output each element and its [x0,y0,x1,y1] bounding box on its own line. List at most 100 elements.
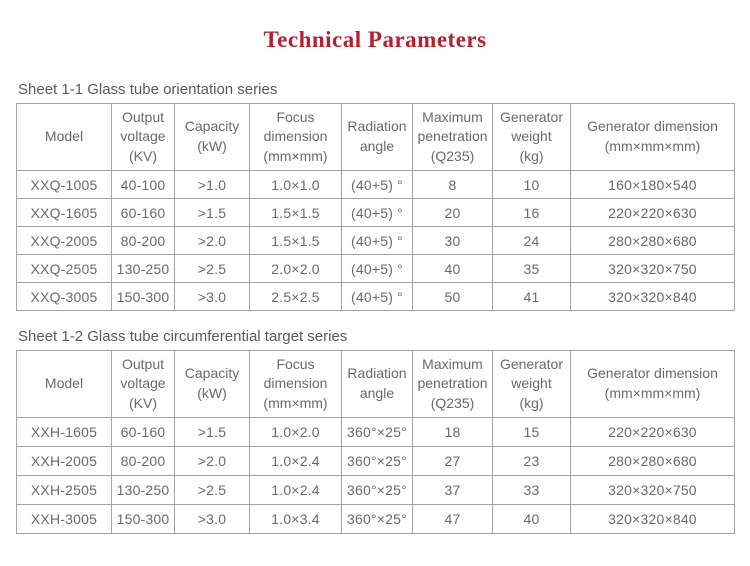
table-body: XXH-1605 60-160 >1.5 1.0×2.0 360°×25° 18 15 220… [16,417,735,534]
table-cell: 160×180×540 [570,170,735,199]
header-row: Model Output voltage (KV) Capacity (kW) Foc… [16,350,735,418]
table-cell: 220×220×630 [570,417,735,447]
table-cell: 40 [492,504,571,534]
table-cell: 280×280×680 [570,446,735,476]
page-title: Technical Parameters [263,27,487,52]
table-cell: (40+5) ° [341,226,413,255]
table-cell: 1.5×1.5 [249,226,342,255]
table-header: Model Output voltage (KV) Capacity (kW) Foc… [16,350,735,418]
table-cell: 320×320×750 [570,254,735,283]
table-cell: 130-250 [111,254,175,283]
table-row: XXH-1605 60-160 >1.5 1.0×2.0 360°×25° 18 15 220… [16,417,735,447]
table-cell: 41 [492,282,571,311]
table-cell: >2.0 [174,446,250,476]
table-cell: XXQ-2005 [16,226,112,255]
table-cell: >2.0 [174,226,250,255]
table-cell: (40+5) ° [341,282,413,311]
table-cell: XXQ-1605 [16,198,112,227]
table-cell: 18 [412,417,493,447]
column-header: Output voltage (KV) [111,350,175,418]
table-cell: 150-300 [111,282,175,311]
table-cell: 320×320×750 [570,475,735,505]
table-cell: 27 [412,446,493,476]
table-row: XXQ-2505 130-250 >2.5 2.0×2.0 (40+5) ° 40 35 32… [16,254,735,283]
table-cell: 130-250 [111,475,175,505]
table-cell: 35 [492,254,571,283]
table-row: XXH-2505 130-250 >2.5 1.0×2.4 360°×25° 37 33 32… [16,475,735,505]
column-header: Model [16,350,112,418]
table-cell: 23 [492,446,571,476]
table-cell: 40-100 [111,170,175,199]
table-cell: 360°×25° [341,446,413,476]
table-cell: 1.0×2.4 [249,475,342,505]
table-row: XXH-2005 80-200 >2.0 1.0×2.4 360°×25° 27 23 280… [16,446,735,476]
table-cell: XXH-1605 [16,417,112,447]
table-cell: 320×320×840 [570,504,735,534]
table-cell: 80-200 [111,446,175,476]
table-cell: >1.5 [174,417,250,447]
column-header: Generator dimension (mm×mm×mm) [570,103,735,171]
column-header: Output voltage (KV) [111,103,175,171]
table-cell: 2.5×2.5 [249,282,342,311]
table-cell: 37 [412,475,493,505]
column-header: Generator weight (kg) [492,103,571,171]
table-row: XXQ-2005 80-200 >2.0 1.5×1.5 (40+5) ° 30 24 280… [16,226,735,255]
table-cell: 10 [492,170,571,199]
table-cell: (40+5) ° [341,170,413,199]
table-row: XXH-3005 150-300 >3.0 1.0×3.4 360°×25° 47 40 32… [16,504,735,534]
table-cell: >3.0 [174,504,250,534]
table-cell: (40+5) ° [341,198,413,227]
table-cell: 30 [412,226,493,255]
column-header: Maximum penetration (Q235) [412,350,493,418]
table-cell: 1.0×1.0 [249,170,342,199]
table-cell: XXH-2005 [16,446,112,476]
table-cell: XXQ-2505 [16,254,112,283]
table-cell: 20 [412,198,493,227]
glass-tube-circumferential-target-series-table: Model Output voltage (KV) Capacity (kW) Foc… [16,350,735,534]
column-header: Radiation angle [341,103,413,171]
column-header: Focus dimension (mm×mm) [249,103,342,171]
table-cell: 60-160 [111,198,175,227]
column-header: Radiation angle [341,350,413,418]
column-header: Model [16,103,112,171]
table-cell: 220×220×630 [570,198,735,227]
glass-tube-orientation-series-table: Model Output voltage (KV) Capacity (kW) Foc… [16,103,735,311]
table-cell: 16 [492,198,571,227]
table-cell: XXQ-3005 [16,282,112,311]
table-cell: 8 [412,170,493,199]
page: Technical Parameters Sheet 1-1 Glass tub… [0,27,750,566]
column-header: Maximum penetration (Q235) [412,103,493,171]
table-cell: 2.0×2.0 [249,254,342,283]
table-cell: >2.5 [174,475,250,505]
table-cell: 320×320×840 [570,282,735,311]
table-cell: 360°×25° [341,504,413,534]
column-header: Capacity (kW) [174,103,250,171]
column-header: Capacity (kW) [174,350,250,418]
header-row: Model Output voltage (KV) Capacity (kW) Foc… [16,103,735,171]
table-header: Model Output voltage (KV) Capacity (kW) Foc… [16,103,735,171]
table-cell: 24 [492,226,571,255]
column-header: Generator weight (kg) [492,350,571,418]
table-cell: 60-160 [111,417,175,447]
table-cell: 280×280×680 [570,226,735,255]
column-header: Focus dimension (mm×mm) [249,350,342,418]
table-cell: >1.0 [174,170,250,199]
table-cell: XXH-3005 [16,504,112,534]
sheet-1-1-caption: Sheet 1-1 Glass tube orientation series [18,81,278,98]
table-cell: XXQ-1005 [16,170,112,199]
table-cell: 1.0×2.0 [249,417,342,447]
table-cell: >1.5 [174,198,250,227]
table-cell: 50 [412,282,493,311]
column-header: Generator dimension (mm×mm×mm) [570,350,735,418]
table-cell: >3.0 [174,282,250,311]
table-cell: XXH-2505 [16,475,112,505]
table-cell: 15 [492,417,571,447]
table-cell: (40+5) ° [341,254,413,283]
table-cell: 360°×25° [341,475,413,505]
table-cell: 40 [412,254,493,283]
table-cell: 1.0×3.4 [249,504,342,534]
table-cell: 1.0×2.4 [249,446,342,476]
table-cell: 80-200 [111,226,175,255]
table-body: XXQ-1005 40-100 >1.0 1.0×1.0 (40+5) ° 8 10 160×… [16,170,735,311]
table-cell: 360°×25° [341,417,413,447]
